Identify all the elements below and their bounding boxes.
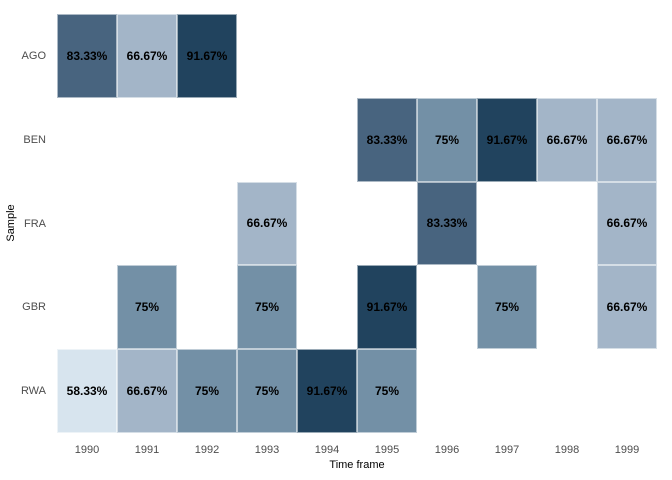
heatmap-cell: 66.67% [597, 265, 657, 350]
x-tick-label: 1997 [494, 444, 520, 456]
heatmap-cell: 83.33% [417, 181, 477, 266]
heatmap-cell: 83.33% [357, 97, 417, 182]
heatmap-cell: 66.67% [117, 14, 177, 98]
heatmap-cell: 75% [477, 265, 537, 350]
x-tick-label: 1995 [374, 444, 400, 456]
x-tick-label: 1998 [554, 444, 580, 456]
heatmap-cell: 91.67% [177, 14, 237, 98]
x-tick-label: 1990 [74, 444, 100, 456]
y-tick-label: BEN [23, 133, 46, 146]
y-tick-label: AGO [21, 49, 46, 62]
heatmap-cell: 66.67% [597, 181, 657, 266]
heatmap-cell: 91.67% [477, 97, 537, 182]
x-tick-label: 1999 [614, 444, 640, 456]
y-tick-label: GBR [22, 301, 46, 314]
heatmap-cell: 75% [237, 265, 297, 350]
heatmap-plot: 83.33% 66.67% 91.67% 83.33% 75% 91.67% 66.67% 6… [57, 14, 657, 433]
heatmap-cell: 66.67% [237, 181, 297, 266]
heatmap-cell: 66.67% [117, 349, 177, 433]
x-tick-label: 1994 [314, 444, 340, 456]
y-tick-label: FRA [24, 217, 46, 230]
heatmap-cell: 91.67% [297, 349, 357, 433]
x-axis-title: Time frame [329, 459, 385, 471]
heatmap-cell: 75% [417, 97, 477, 182]
heatmap-cell: 66.67% [537, 97, 597, 182]
heatmap-cell: 83.33% [57, 14, 117, 98]
heatmap-cell: 75% [117, 265, 177, 350]
heatmap-cell: 58.33% [57, 349, 117, 433]
heatmap-cell: 75% [357, 349, 417, 433]
heatmap-cell: 91.67% [357, 265, 417, 350]
y-tick-label: RWA [20, 385, 46, 398]
heatmap-cell: 75% [237, 349, 297, 433]
x-tick-label: 1996 [434, 444, 460, 456]
heatmap-cell: 75% [177, 349, 237, 433]
heatmap-cell: 66.67% [597, 97, 657, 182]
x-tick-label: 1992 [194, 444, 220, 456]
x-tick-label: 1993 [254, 444, 280, 456]
x-tick-label: 1991 [134, 444, 160, 456]
